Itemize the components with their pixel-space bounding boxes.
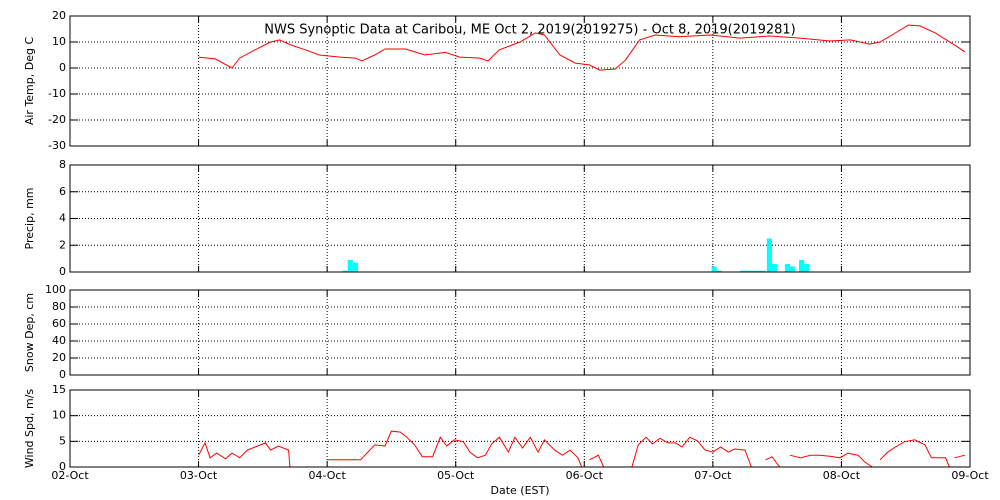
y-tick-label: -10 <box>48 87 66 100</box>
y-tick-label: 10 <box>52 35 66 48</box>
y-axis-label: Wind Spd, m/s <box>23 389 36 469</box>
x-axis-label: Date (EST) <box>490 484 549 497</box>
bar <box>760 270 766 272</box>
y-tick-label: 10 <box>52 409 66 422</box>
bar <box>342 270 348 272</box>
y-tick-label: 0 <box>59 368 66 381</box>
bar <box>716 270 722 272</box>
bar <box>766 238 772 272</box>
x-tick-label: 06-Oct <box>566 469 604 482</box>
y-tick-label: 15 <box>52 383 66 396</box>
plot-frame <box>69 15 971 147</box>
bar <box>755 270 761 272</box>
bar <box>739 270 745 272</box>
x-tick-label: 07-Oct <box>694 469 732 482</box>
x-tick-label: 05-Oct <box>437 469 475 482</box>
y-axis-label: Snow Dep, cm <box>23 293 36 372</box>
chart-title: NWS Synoptic Data at Caribou, ME Oct 2, … <box>264 23 795 38</box>
x-tick-label: 04-Oct <box>308 469 346 482</box>
bar <box>745 270 751 272</box>
y-tick-label: 0 <box>59 460 66 473</box>
y-tick-label: 40 <box>52 334 66 347</box>
bar <box>352 262 358 272</box>
x-tick-label: 03-Oct <box>180 469 218 482</box>
bar <box>804 263 810 272</box>
y-tick-label: 4 <box>59 212 66 225</box>
y-tick-label: 8 <box>59 158 66 171</box>
y-tick-label: 2 <box>59 238 66 251</box>
y-tick-label: 5 <box>59 434 66 447</box>
bar <box>790 266 796 272</box>
y-tick-label: 6 <box>59 185 66 198</box>
bar <box>347 259 353 272</box>
y-tick-label: 0 <box>59 61 66 74</box>
x-tick-label: 09-Oct <box>951 469 989 482</box>
y-tick-label: -20 <box>48 113 66 126</box>
y-tick-label: 80 <box>52 300 66 313</box>
y-tick-label: -30 <box>48 139 66 152</box>
y-axis-label: Air Temp, Deg C <box>23 37 36 126</box>
data-line <box>198 24 966 71</box>
plot-frame <box>69 389 971 468</box>
bar <box>772 263 778 272</box>
plot-frame <box>69 164 971 273</box>
x-tick-label: 02-Oct <box>51 469 89 482</box>
y-axis-label: Precip, mm <box>23 188 36 250</box>
bar <box>799 259 805 272</box>
data-line <box>198 430 966 468</box>
y-tick-label: 60 <box>52 317 66 330</box>
bar <box>784 263 790 272</box>
bar <box>711 266 717 272</box>
plot-frame <box>69 289 971 376</box>
y-tick-label: 100 <box>45 283 66 296</box>
bar <box>750 270 756 272</box>
y-tick-label: 20 <box>52 351 66 364</box>
x-tick-label: 08-Oct <box>823 469 861 482</box>
y-tick-label: 20 <box>52 9 66 22</box>
y-tick-label: 0 <box>59 265 66 278</box>
